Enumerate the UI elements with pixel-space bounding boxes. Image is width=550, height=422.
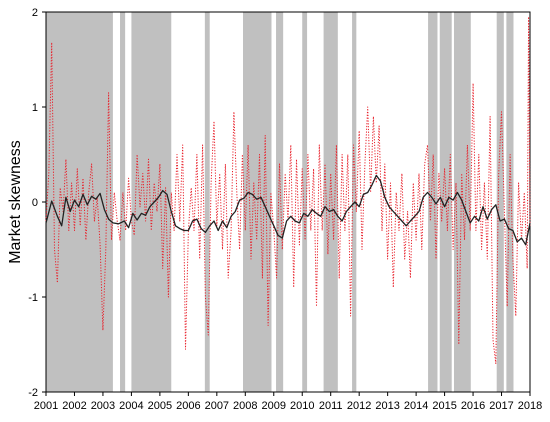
shaded-periods [46, 12, 514, 392]
x-tick-label: 2017 [489, 400, 513, 412]
x-tick-label: 2010 [290, 400, 314, 412]
x-tick-label: 2018 [518, 400, 542, 412]
shaded-period [323, 12, 338, 392]
shaded-period [276, 12, 284, 392]
y-axis-title: Market skewness [7, 140, 24, 264]
x-tick-label: 2002 [62, 400, 86, 412]
series-layer [45, 16, 531, 364]
shaded-period [439, 12, 452, 392]
y-tick-label: 1 [32, 102, 38, 114]
x-tick-label: 2008 [233, 400, 257, 412]
shaded-period [506, 12, 514, 392]
x-tick-label: 2006 [176, 400, 200, 412]
shaded-period [243, 12, 272, 392]
y-tick-label: 0 [32, 197, 38, 209]
x-tick-label: 2015 [432, 400, 456, 412]
x-tick-label: 2016 [461, 400, 485, 412]
x-tick-label: 2013 [375, 400, 399, 412]
y-tick-label: -1 [28, 292, 38, 304]
x-tick-label: 2012 [347, 400, 371, 412]
y-tick-label: -2 [28, 387, 38, 399]
x-tick-label: 2004 [119, 400, 143, 412]
x-tick-label: 2003 [91, 400, 115, 412]
x-tick-label: 2009 [262, 400, 286, 412]
shaded-period [204, 12, 210, 392]
series-solid-line [45, 174, 531, 246]
shaded-period [496, 12, 504, 392]
x-tick-label: 2014 [404, 400, 428, 412]
y-tick-label: 2 [32, 7, 38, 19]
x-tick-label: 2007 [205, 400, 229, 412]
x-tick-label: 2005 [148, 400, 172, 412]
series-dotted-line [45, 16, 531, 364]
shaded-period [302, 12, 308, 392]
y-axis: 2 1 0 -1 -2 [28, 7, 46, 399]
x-tick-label: 2011 [319, 400, 343, 412]
shaded-period [428, 12, 438, 392]
x-axis: 2001 2002 2003 2004 2005 2006 2007 2008 2009 2010… [34, 392, 542, 412]
shaded-period [120, 12, 126, 392]
x-tick-label: 2001 [34, 400, 58, 412]
